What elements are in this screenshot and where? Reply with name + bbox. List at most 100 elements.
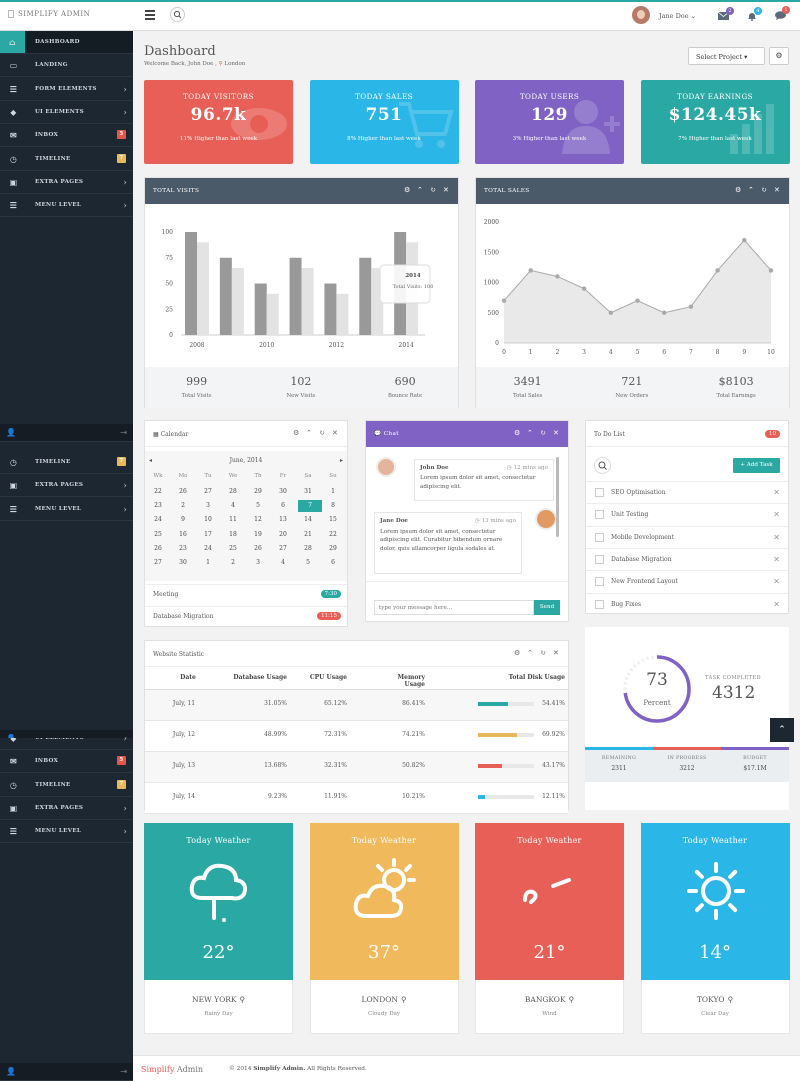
close-icon[interactable]: ✕ — [773, 554, 780, 564]
next-month-button[interactable]: ▸ — [339, 457, 343, 464]
sidebar-item-dashboard[interactable]: ⌂ DASHBOARD — [0, 31, 133, 54]
sidebar-item-ui-elements[interactable]: ⬥ UI ELEMENTS › — [0, 101, 133, 124]
close-icon[interactable]: ✕ — [773, 577, 780, 587]
menu-toggle-icon[interactable] — [145, 10, 155, 20]
calendar-day[interactable]: 28 — [229, 488, 237, 495]
user-icon[interactable]: 👤 — [6, 428, 16, 437]
calendar-day[interactable]: 6 — [331, 559, 335, 566]
chat-input[interactable] — [374, 600, 534, 615]
calendar-day[interactable]: 29 — [329, 544, 337, 552]
sidebar-item-menu-level[interactable]: ☰ MENU LEVEL › — [0, 498, 133, 521]
collapse-icon[interactable]: ⌃ — [527, 649, 533, 657]
close-icon[interactable]: ✕ — [774, 186, 781, 194]
sidebar-item-extra-pages[interactable]: ▣ EXTRA PAGES › — [0, 797, 133, 820]
close-icon[interactable]: ✕ — [773, 488, 780, 497]
gear-icon[interactable]: ⚙ — [514, 429, 521, 437]
calendar-day[interactable]: 20 — [279, 530, 287, 538]
calendar-day[interactable]: 4 — [281, 559, 285, 566]
calendar-day[interactable]: 13 — [279, 516, 287, 524]
avatar[interactable] — [632, 6, 650, 24]
calendar-day[interactable]: 31 — [304, 488, 312, 495]
logout-icon[interactable]: ⇥ — [120, 428, 127, 437]
collapse-icon[interactable]: ⌃ — [417, 186, 424, 194]
calendar-day[interactable]: 26 — [254, 544, 262, 552]
calendar-day[interactable]: 22 — [329, 530, 337, 538]
refresh-icon[interactable]: ↻ — [319, 429, 325, 437]
user-icon[interactable]: 👤 — [6, 1067, 16, 1076]
stat-card-today-sales[interactable]: TODAY SALES 751 8% Higher than last week — [309, 80, 459, 164]
calendar-day[interactable]: 25 — [229, 544, 237, 552]
refresh-icon[interactable]: ↻ — [430, 186, 437, 194]
calendar-day[interactable]: 3 — [206, 502, 210, 510]
calendar-day[interactable]: 1 — [331, 488, 335, 495]
close-icon[interactable]: ✕ — [773, 510, 780, 520]
sidebar-item-timeline[interactable]: ◷ TIMELINE 7 — [0, 148, 133, 171]
calendar-day[interactable]: 11 — [229, 516, 237, 524]
calendar-day[interactable]: 6 — [281, 502, 285, 510]
calendar-day[interactable]: 30 — [179, 559, 187, 566]
logo[interactable]: SIMPLIFY ADMIN — [8, 10, 90, 18]
gear-icon[interactable]: ⚙ — [293, 429, 300, 437]
calendar-day[interactable]: 2 — [181, 502, 185, 510]
stat-card-today-users[interactable]: TODAY USERS 129 3% Higher than last week — [475, 80, 624, 164]
calendar-day[interactable]: 24 — [204, 544, 212, 552]
calendar-day[interactable]: 3 — [256, 559, 260, 566]
calendar-day[interactable]: 16 — [179, 530, 187, 538]
collapse-icon[interactable]: ⌃ — [748, 186, 755, 194]
calendar-day[interactable]: 12 — [254, 516, 262, 524]
collapse-icon[interactable]: ⌃ — [306, 429, 312, 437]
sidebar-item-inbox[interactable]: ✉ INBOX 5 — [0, 124, 133, 148]
calendar-day[interactable]: 21 — [304, 530, 312, 538]
bell-notification[interactable]: 4 — [747, 7, 762, 21]
settings-button[interactable]: ⚙ — [769, 47, 789, 65]
stat-card-today-visitors[interactable]: TODAY VISITORS 96.7k 11% Higher than last … — [144, 80, 293, 164]
chat-notification[interactable]: 1 — [775, 6, 790, 20]
todo-checkbox[interactable] — [595, 554, 604, 564]
refresh-icon[interactable]: ↻ — [540, 649, 546, 657]
calendar-day[interactable]: 26 — [179, 488, 187, 495]
todo-checkbox[interactable] — [595, 532, 604, 542]
close-icon[interactable]: ✕ — [553, 429, 560, 437]
calendar-day[interactable]: 28 — [304, 544, 312, 552]
sidebar-item-timeline[interactable]: ◷ TIMELINE 7 — [0, 774, 133, 797]
gear-icon[interactable]: ⚙ — [514, 649, 521, 657]
calendar-day[interactable]: 17 — [204, 530, 212, 538]
calendar-day[interactable]: 2 — [231, 559, 235, 566]
todo-item[interactable]: Database Migration ✕ — [586, 547, 788, 570]
mail-notification[interactable]: 2 — [718, 7, 734, 20]
close-icon[interactable]: ✕ — [332, 429, 338, 437]
sidebar-item-inbox[interactable]: ✉ INBOX 5 — [0, 750, 133, 774]
calendar-day[interactable]: 23 — [179, 544, 187, 552]
sidebar-item-form-elements[interactable]: ☰ FORM ELEMENTS › — [0, 78, 133, 101]
sidebar-item-extra-pages[interactable]: ▣ EXTRA PAGES › — [0, 171, 133, 194]
add-task-button[interactable]: + Add Task — [733, 458, 780, 473]
stat-card-today-earnings[interactable]: TODAY EARNINGS $124.45k 7% Higher than las… — [640, 80, 790, 164]
calendar-day[interactable]: 18 — [229, 530, 237, 538]
todo-checkbox[interactable] — [595, 577, 604, 587]
refresh-icon[interactable]: ↻ — [761, 186, 768, 194]
todo-checkbox[interactable] — [595, 510, 604, 520]
sidebar-item-menu-level[interactable]: ☰ MENU LEVEL › — [0, 820, 133, 844]
search-button[interactable] — [170, 7, 185, 22]
calendar-event[interactable]: Meeting 7:30 — [145, 584, 347, 606]
weather-card-bangkok[interactable]: Today Weather 21° — [475, 823, 624, 980]
prev-month-button[interactable]: ◂ — [149, 457, 153, 464]
sidebar-item-extra-pages[interactable]: ▣ EXTRA PAGES › — [0, 474, 133, 498]
todo-item[interactable]: SEO Optimisation ✕ — [586, 481, 788, 503]
select-project-button[interactable]: Select Project ▾ — [688, 47, 765, 65]
chat-scrollbar[interactable] — [556, 457, 559, 537]
refresh-icon[interactable]: ↻ — [540, 429, 547, 437]
calendar-day[interactable]: 7 — [298, 500, 322, 513]
sidebar-item-ui-elements[interactable]: ⬥ UI ELEMENTS › — [0, 738, 133, 750]
todo-item[interactable]: Bug Fixes ✕ — [586, 592, 788, 615]
todo-item[interactable]: Unit Testing ✕ — [586, 503, 788, 525]
calendar-event[interactable]: Database Migration 11:15 — [145, 606, 347, 628]
logout-icon[interactable]: ⇥ — [120, 1067, 127, 1076]
calendar-day[interactable]: 1 — [206, 559, 210, 566]
calendar-day[interactable]: 5 — [256, 502, 260, 510]
close-icon[interactable]: ✕ — [773, 599, 780, 609]
close-icon[interactable]: ✕ — [443, 186, 450, 194]
todo-checkbox[interactable] — [595, 488, 604, 497]
sidebar-item-menu-level[interactable]: ☰ MENU LEVEL › — [0, 194, 133, 218]
calendar-day[interactable]: 5 — [306, 559, 310, 566]
